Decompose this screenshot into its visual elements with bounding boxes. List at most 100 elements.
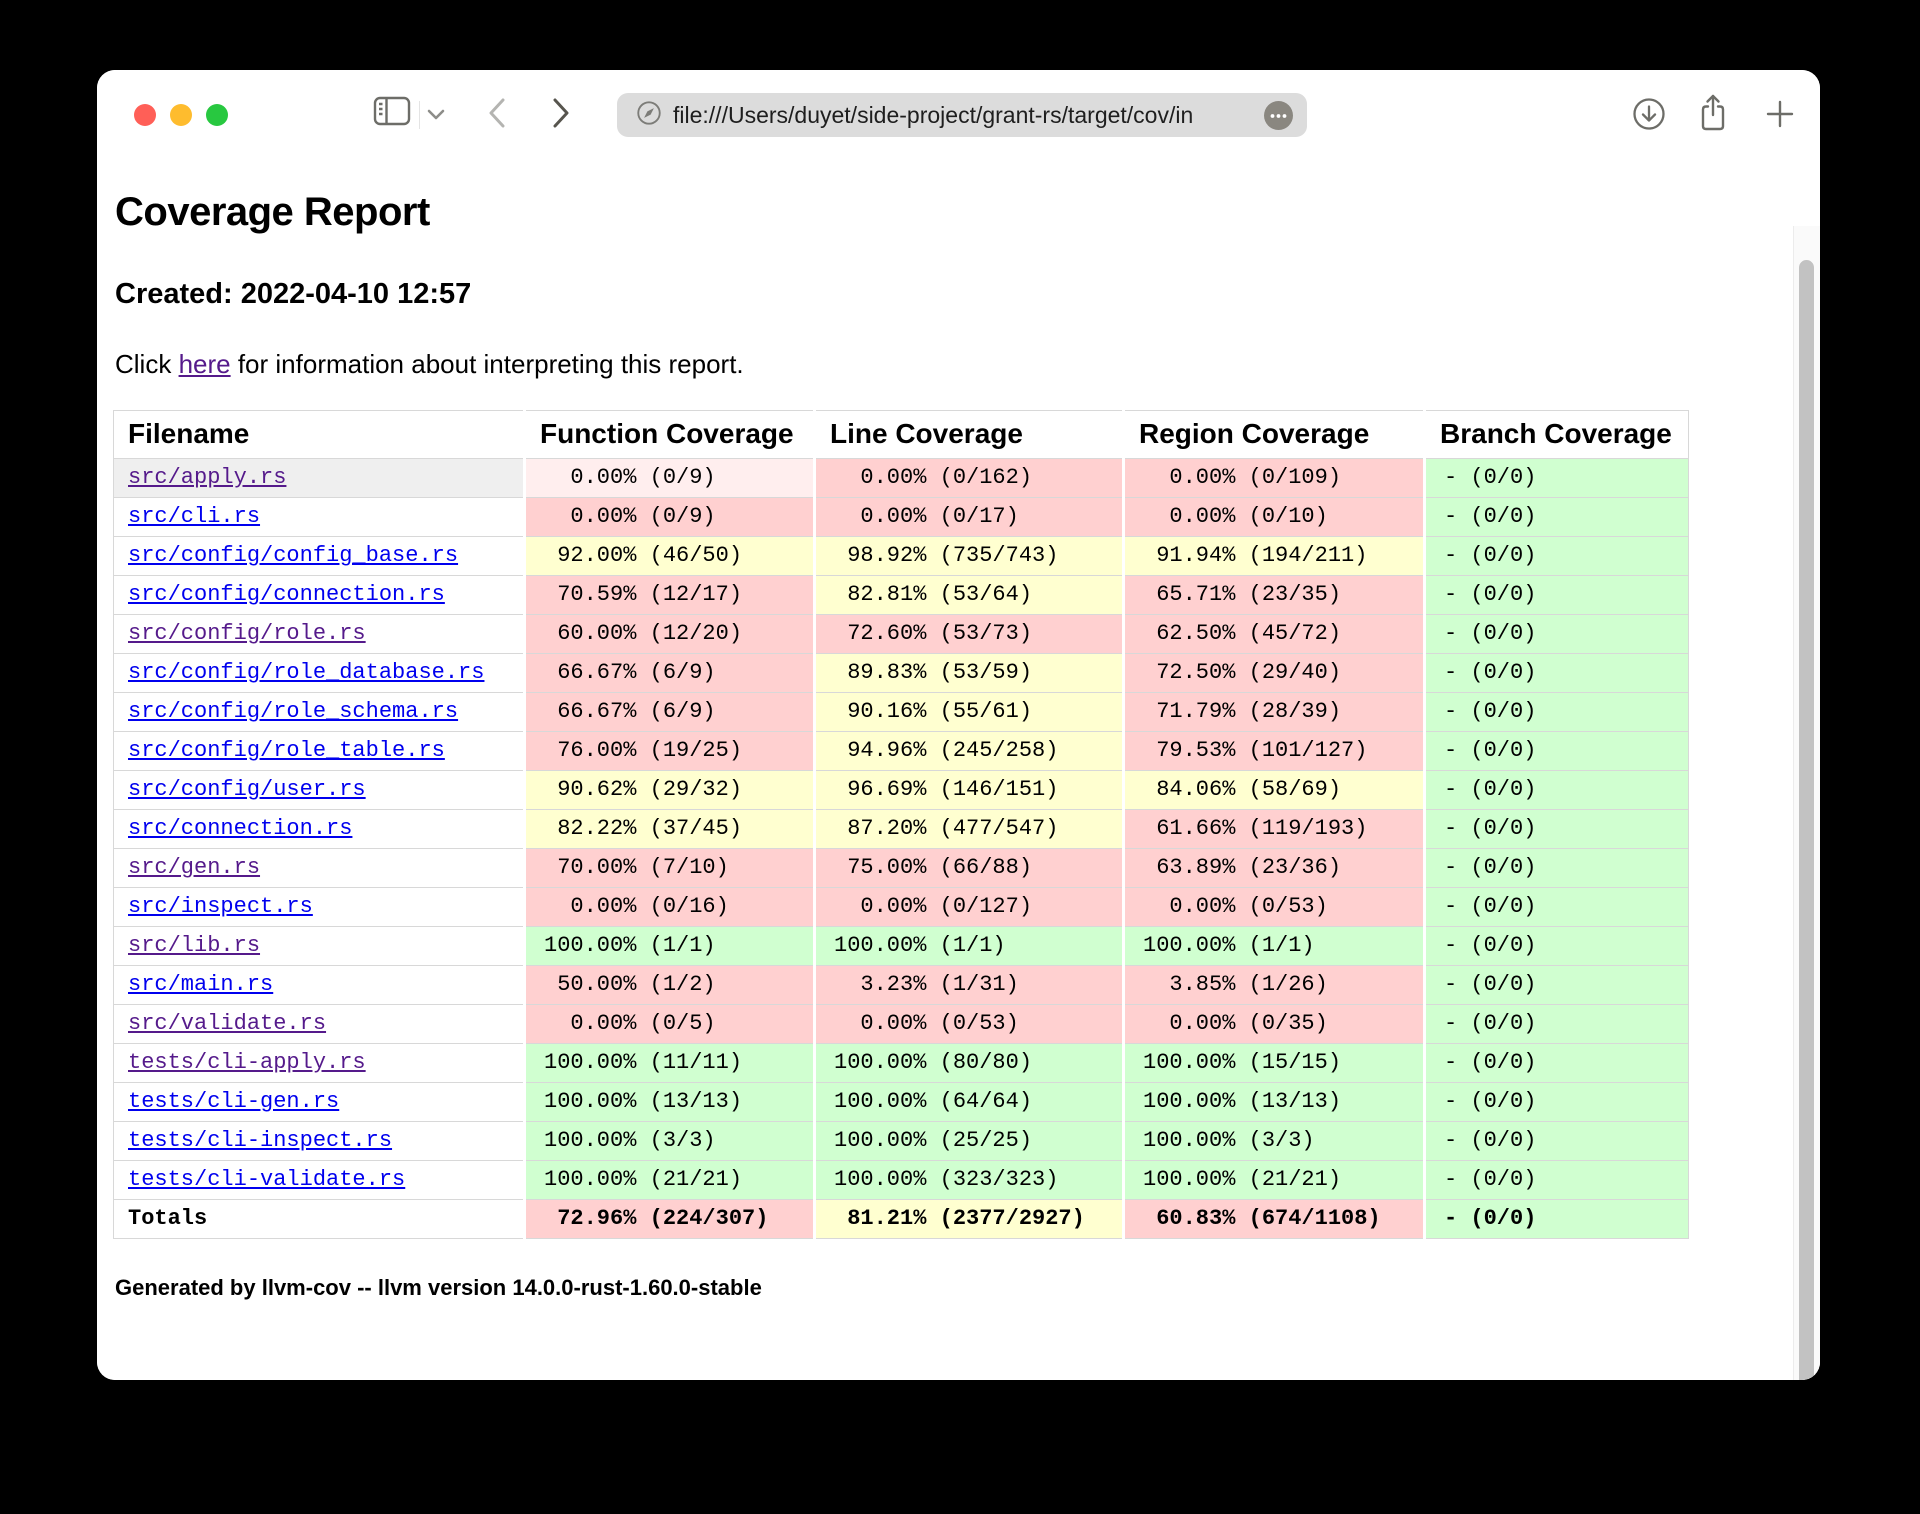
- table-header-row: Filename Function Coverage Line Coverage…: [113, 410, 1689, 459]
- file-link[interactable]: src/lib.rs: [128, 933, 261, 958]
- coverage-value-cell: 0.00% (0/16): [523, 887, 815, 927]
- coverage-value: 100.00% (15/15): [1143, 1050, 1342, 1075]
- coverage-value-cell: 72.50% (29/40): [1122, 653, 1425, 693]
- info-here-link[interactable]: here: [178, 349, 231, 379]
- filename-cell: src/config/config_base.rs: [113, 536, 525, 576]
- ellipsis-icon: [1270, 113, 1287, 118]
- scrollbar-thumb[interactable]: [1799, 260, 1814, 1380]
- coverage-value: - (0/0): [1444, 1089, 1537, 1114]
- file-link[interactable]: tests/cli-gen.rs: [128, 1089, 340, 1114]
- url-more-button[interactable]: [1264, 101, 1293, 130]
- filename-cell: src/config/user.rs: [113, 770, 525, 810]
- traffic-lights: [134, 104, 228, 126]
- coverage-value-cell: 0.00% (0/5): [523, 1004, 815, 1044]
- coverage-value-cell: 0.00% (0/35): [1122, 1004, 1425, 1044]
- coverage-value-cell: 66.67% (6/9): [523, 653, 815, 693]
- filename-cell: src/config/role_schema.rs: [113, 692, 525, 732]
- coverage-value: 76.00% (19/25): [544, 738, 743, 763]
- table-row: tests/cli-validate.rs 100.00% (21/21) 100.…: [113, 1160, 1689, 1200]
- coverage-value: 84.06% (58/69): [1143, 777, 1342, 802]
- table-row: src/gen.rs 70.00% (7/10) 75.00% (66/88) …: [113, 848, 1689, 888]
- coverage-value-cell: - (0/0): [1423, 809, 1689, 849]
- file-link[interactable]: tests/cli-apply.rs: [128, 1050, 366, 1075]
- table-row: tests/cli-inspect.rs 100.00% (3/3) 100.00%…: [113, 1121, 1689, 1161]
- coverage-value: - (0/0): [1444, 660, 1537, 685]
- file-link[interactable]: tests/cli-validate.rs: [128, 1167, 406, 1192]
- coverage-value-cell: 100.00% (15/15): [1122, 1043, 1425, 1083]
- coverage-value-cell: 0.00% (0/10): [1122, 497, 1425, 537]
- chevron-down-icon: [427, 109, 445, 120]
- file-link[interactable]: src/config/role.rs: [128, 621, 366, 646]
- coverage-value: 62.50% (45/72): [1143, 621, 1342, 646]
- file-link[interactable]: src/apply.rs: [128, 465, 287, 490]
- downloads-button[interactable]: [1631, 96, 1667, 132]
- coverage-value: - (0/0): [1444, 816, 1537, 841]
- file-link[interactable]: src/connection.rs: [128, 816, 353, 841]
- file-link[interactable]: src/config/role_database.rs: [128, 660, 485, 685]
- coverage-value-cell: - (0/0): [1423, 692, 1689, 732]
- table-row: src/config/role_database.rs 66.67% (6/9)…: [113, 653, 1689, 693]
- sidebar-toggle-button[interactable]: [373, 95, 411, 127]
- coverage-value-cell: 100.00% (13/13): [523, 1082, 815, 1122]
- coverage-value-cell: 65.71% (23/35): [1122, 575, 1425, 615]
- sidebar-menu-chevron[interactable]: [425, 108, 447, 122]
- file-link[interactable]: src/gen.rs: [128, 855, 261, 880]
- back-button[interactable]: [485, 96, 509, 130]
- coverage-value-cell: 100.00% (21/21): [1122, 1160, 1425, 1200]
- coverage-value: - (0/0): [1444, 1167, 1537, 1192]
- table-row: src/validate.rs 0.00% (0/5) 0.00% (0/53)…: [113, 1004, 1689, 1044]
- coverage-value-cell: - (0/0): [1423, 614, 1689, 654]
- file-link[interactable]: src/config/user.rs: [128, 777, 366, 802]
- zoom-window-button[interactable]: [206, 104, 228, 126]
- coverage-value: 89.83% (53/59): [834, 660, 1033, 685]
- coverage-value: 98.92% (735/743): [834, 543, 1059, 568]
- table-row: src/config/role_table.rs 76.00% (19/25) …: [113, 731, 1689, 771]
- coverage-value-cell: - (0/0): [1423, 887, 1689, 927]
- coverage-value: 100.00% (13/13): [1143, 1089, 1342, 1114]
- coverage-value-cell: 89.83% (53/59): [813, 653, 1124, 693]
- coverage-value-cell: 100.00% (64/64): [813, 1082, 1124, 1122]
- coverage-value: 100.00% (1/1): [834, 933, 1006, 958]
- coverage-value: 91.94% (194/211): [1143, 543, 1368, 568]
- filename-cell: src/gen.rs: [113, 848, 525, 888]
- file-link[interactable]: src/cli.rs: [128, 504, 261, 529]
- coverage-value: - (0/0): [1444, 1011, 1537, 1036]
- coverage-value-cell: 100.00% (25/25): [813, 1121, 1124, 1161]
- minimize-window-button[interactable]: [170, 104, 192, 126]
- totals-value: 81.21% (2377/2927): [834, 1206, 1085, 1231]
- share-button[interactable]: [1694, 92, 1732, 134]
- table-row: src/config/connection.rs 70.59% (12/17) …: [113, 575, 1689, 615]
- forward-button[interactable]: [549, 96, 573, 130]
- info-prefix: Click: [115, 349, 179, 379]
- coverage-value-cell: 84.06% (58/69): [1122, 770, 1425, 810]
- file-link[interactable]: tests/cli-inspect.rs: [128, 1128, 393, 1153]
- file-link[interactable]: src/config/connection.rs: [128, 582, 445, 607]
- file-link[interactable]: src/config/role_schema.rs: [128, 699, 459, 724]
- file-link[interactable]: src/inspect.rs: [128, 894, 313, 919]
- totals-value-cell: 60.83% (674/1108): [1122, 1199, 1425, 1239]
- coverage-value-cell: 0.00% (0/17): [813, 497, 1124, 537]
- coverage-value-cell: 0.00% (0/109): [1122, 458, 1425, 498]
- coverage-value-cell: - (0/0): [1423, 497, 1689, 537]
- coverage-value-cell: - (0/0): [1423, 575, 1689, 615]
- file-link[interactable]: src/config/role_table.rs: [128, 738, 445, 763]
- close-window-button[interactable]: [134, 104, 156, 126]
- new-tab-button[interactable]: [1765, 99, 1795, 129]
- new-tab-icon: [1766, 100, 1794, 128]
- url-bar[interactable]: file:///Users/duyet/side-project/grant-r…: [617, 93, 1307, 137]
- coverage-value-cell: 66.67% (6/9): [523, 692, 815, 732]
- coverage-value: - (0/0): [1444, 738, 1537, 763]
- coverage-value-cell: 100.00% (1/1): [523, 926, 815, 966]
- file-link[interactable]: src/validate.rs: [128, 1011, 327, 1036]
- coverage-value: - (0/0): [1444, 582, 1537, 607]
- file-link[interactable]: src/main.rs: [128, 972, 274, 997]
- column-header-branch-coverage: Branch Coverage: [1423, 410, 1689, 459]
- totals-row: Totals 72.96% (224/307) 81.21% (2377/292…: [113, 1199, 1689, 1239]
- scrollbar-track[interactable]: [1793, 226, 1820, 1380]
- file-link[interactable]: src/config/config_base.rs: [128, 543, 459, 568]
- coverage-value-cell: 90.16% (55/61): [813, 692, 1124, 732]
- table-row: src/config/config_base.rs 92.00% (46/50)…: [113, 536, 1689, 576]
- coverage-value: 66.67% (6/9): [544, 660, 716, 685]
- coverage-value: 100.00% (64/64): [834, 1089, 1033, 1114]
- coverage-value-cell: 100.00% (80/80): [813, 1043, 1124, 1083]
